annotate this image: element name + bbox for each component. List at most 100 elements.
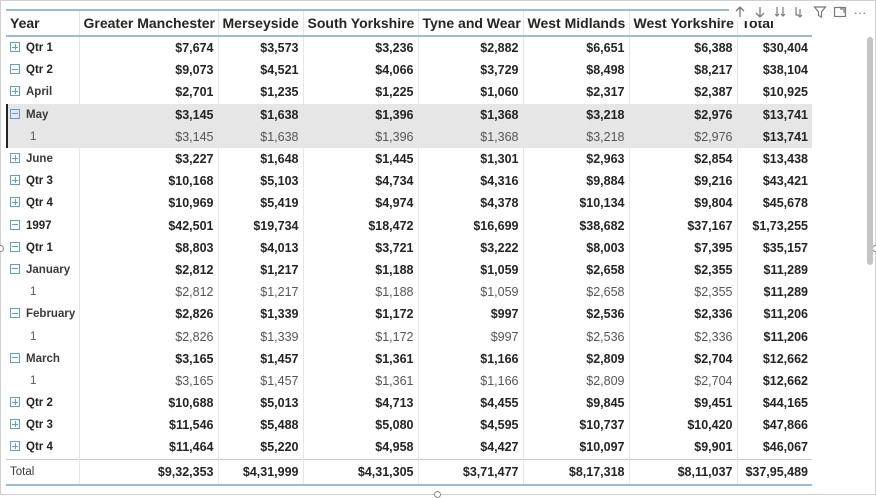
table-row[interactable]: 1 $2,826 $1,339 $1,172 $997 $2,536 $2,336 $11,2… — [6, 325, 812, 348]
value-cell: $19,734 — [218, 214, 304, 237]
value-cell: $2,826 — [79, 325, 219, 348]
collapse-minus-icon[interactable] — [10, 108, 20, 119]
table-row[interactable]: Qtr 2 $10,688 $5,013 $4,713 $4,455 $9,845 $9,4… — [6, 392, 812, 415]
value-cell: $1,060 — [418, 81, 524, 104]
expand-plus-icon[interactable] — [10, 197, 20, 208]
row-label: Qtr 3 — [26, 419, 53, 432]
table-row[interactable]: 1 $3,145 $1,638 $1,396 $1,368 $3,218 $2,976 $13… — [6, 125, 812, 148]
value-cell: $4,455 — [418, 392, 524, 415]
value-cell: $4,066 — [303, 59, 419, 82]
collapse-minus-icon[interactable] — [10, 64, 20, 75]
table-row[interactable]: Qtr 2 $9,073 $4,521 $4,066 $3,729 $8,498 $8,21… — [6, 59, 812, 82]
value-cell: $11,464 — [79, 436, 219, 460]
expand-plus-icon[interactable] — [10, 42, 20, 53]
column-header-merseyside[interactable]: Merseyside — [218, 9, 304, 37]
value-cell: $2,355 — [629, 281, 738, 304]
table-row[interactable]: April $2,701 $1,235 $1,225 $1,060 $2,317 $2,38… — [6, 81, 812, 104]
value-cell: $2,701 — [79, 81, 219, 104]
value-cell: $2,812 — [79, 281, 219, 304]
table-row[interactable]: 1 $3,165 $1,457 $1,361 $1,166 $2,809 $2,704 $12… — [6, 369, 812, 392]
expand-plus-icon[interactable] — [10, 397, 20, 408]
column-header-year[interactable]: Year — [6, 9, 80, 37]
collapse-minus-icon[interactable] — [10, 352, 20, 363]
drill-down-icon[interactable] — [751, 4, 769, 20]
value-cell: $997 — [418, 325, 524, 348]
value-cell: $3,222 — [418, 236, 524, 259]
value-cell: $10,420 — [629, 414, 738, 437]
table-row[interactable]: 1997 $42,501 $19,734 $18,472 $16,699 $38,682 $… — [6, 214, 812, 237]
value-cell: $1,361 — [303, 347, 419, 370]
collapse-minus-icon[interactable] — [10, 308, 20, 319]
column-header-tyne-and-wear[interactable]: Tyne and Wear — [418, 9, 524, 37]
value-cell: $8,11,037 — [629, 458, 738, 486]
table-row[interactable]: Qtr 1 $8,803 $4,013 $3,721 $3,222 $8,003 $7,39… — [6, 236, 812, 259]
scrollbar-thumb[interactable] — [867, 37, 873, 265]
expand-plus-icon[interactable] — [10, 86, 20, 97]
value-cell: $4,31,305 — [303, 458, 419, 486]
value-cell: $2,658 — [523, 258, 630, 282]
expand-plus-icon[interactable] — [10, 153, 20, 163]
focus-mode-icon[interactable] — [831, 4, 849, 20]
expand-all-icon[interactable] — [791, 4, 809, 20]
total-cell: $35,157 — [762, 240, 808, 255]
row-label: Qtr 3 — [26, 175, 53, 188]
drill-up-icon[interactable] — [731, 4, 749, 20]
filter-icon[interactable] — [811, 4, 829, 20]
table-row[interactable]: March $3,165 $1,457 $1,361 $1,166 $2,809 $2,70… — [6, 347, 812, 370]
table-row[interactable]: Qtr 1 $7,674 $3,573 $3,236 $2,882 $6,651 $6,38… — [6, 36, 812, 60]
value-cell: $1,225 — [303, 81, 419, 104]
value-cell: $1,368 — [418, 103, 524, 126]
value-cell: $1,188 — [303, 258, 419, 282]
table-row[interactable]: Qtr 4 $11,464 $5,220 $4,958 $4,427 $10,097 $9,… — [6, 436, 812, 460]
value-cell: $2,882 — [418, 36, 524, 60]
table-row[interactable]: May $3,145 $1,638 $1,396 $1,368 $3,218 $2,976 $… — [6, 103, 812, 126]
table-row[interactable]: Qtr 3 $10,168 $5,103 $4,734 $4,316 $9,884 $9,2… — [6, 170, 812, 193]
table-row[interactable]: February $2,826 $1,339 $1,172 $997 $2,536 $2,3… — [6, 303, 812, 326]
row-header: 1997 — [6, 214, 80, 237]
total-row[interactable]: Total $9,32,353 $4,31,999 $4,31,305 $3,71,47… — [6, 458, 812, 486]
table-row[interactable]: January $2,812 $1,217 $1,188 $1,059 $2,658 $2,… — [6, 258, 812, 282]
value-cell: $1,361 — [303, 369, 419, 392]
value-cell: $10,969 — [79, 192, 219, 215]
value-cell: $1,188 — [303, 281, 419, 304]
row-header: Qtr 2 — [6, 59, 80, 82]
table-row[interactable]: Qtr 4 $10,969 $5,419 $4,974 $4,378 $10,134 $9,… — [6, 192, 812, 215]
value-cell: $4,734 — [303, 170, 419, 193]
total-cell: $45,678 — [762, 196, 808, 211]
column-header-west-yorkshire[interactable]: West Yorkshire — [629, 9, 738, 37]
row-label: 1 — [30, 130, 37, 143]
value-cell: $9,216 — [629, 170, 738, 193]
column-header-greater-manchester[interactable]: Greater Manchester — [79, 9, 219, 37]
table-row[interactable]: Qtr 3 $11,546 $5,488 $5,080 $4,595 $10,737 $10… — [6, 414, 812, 437]
value-cell: $1,368 — [418, 125, 524, 148]
table-row[interactable]: 1 $2,812 $1,217 $1,188 $1,059 $2,658 $2,355 $11… — [6, 281, 812, 304]
value-cell: $5,103 — [218, 170, 304, 193]
column-header-south-yorkshire[interactable]: South Yorkshire — [303, 9, 419, 37]
value-cell: $4,958 — [303, 436, 419, 460]
expand-plus-icon[interactable] — [10, 419, 20, 430]
resize-handle-left[interactable] — [0, 245, 4, 252]
column-header-west-midlands[interactable]: West Midlands — [523, 9, 630, 37]
total-cell: $13,741 — [737, 103, 812, 126]
row-header: Qtr 3 — [6, 170, 80, 193]
more-options-icon[interactable]: ··· — [853, 4, 867, 20]
value-cell: $1,638 — [218, 103, 304, 126]
value-cell: $3,165 — [79, 369, 219, 392]
value-cell: $9,32,353 — [79, 458, 219, 486]
value-cell: $8,803 — [79, 236, 219, 259]
total-cell: $12,662 — [762, 373, 808, 388]
value-cell: $11,546 — [79, 414, 219, 437]
collapse-minus-icon[interactable] — [10, 219, 20, 230]
collapse-minus-icon[interactable] — [10, 241, 20, 252]
row-label: May — [26, 108, 49, 121]
value-cell: $2,826 — [79, 303, 219, 326]
row-header: Qtr 1 — [6, 236, 80, 259]
expand-plus-icon[interactable] — [10, 441, 20, 452]
expand-plus-icon[interactable] — [10, 175, 20, 186]
next-level-icon[interactable] — [771, 4, 789, 20]
collapse-minus-icon[interactable] — [10, 263, 20, 274]
vertical-scrollbar[interactable] — [863, 25, 875, 490]
table-row[interactable]: June $3,227 $1,648 $1,445 $1,301 $2,963 $2,854… — [6, 147, 812, 171]
value-cell: $18,472 — [303, 214, 419, 237]
